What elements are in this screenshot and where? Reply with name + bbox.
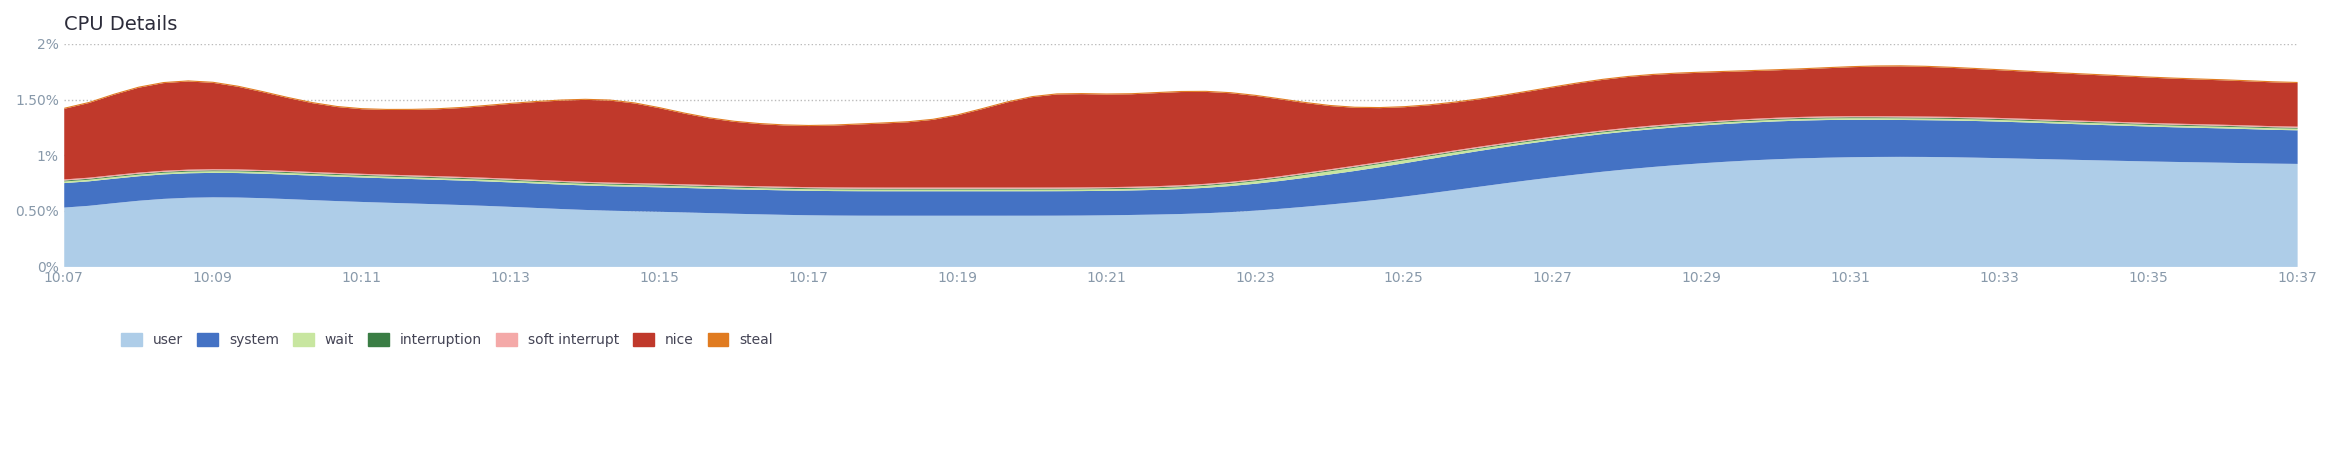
- Text: CPU Details: CPU Details: [63, 15, 177, 34]
- Legend: user, system, wait, interruption, soft interrupt, nice, steal: user, system, wait, interruption, soft i…: [114, 328, 779, 353]
